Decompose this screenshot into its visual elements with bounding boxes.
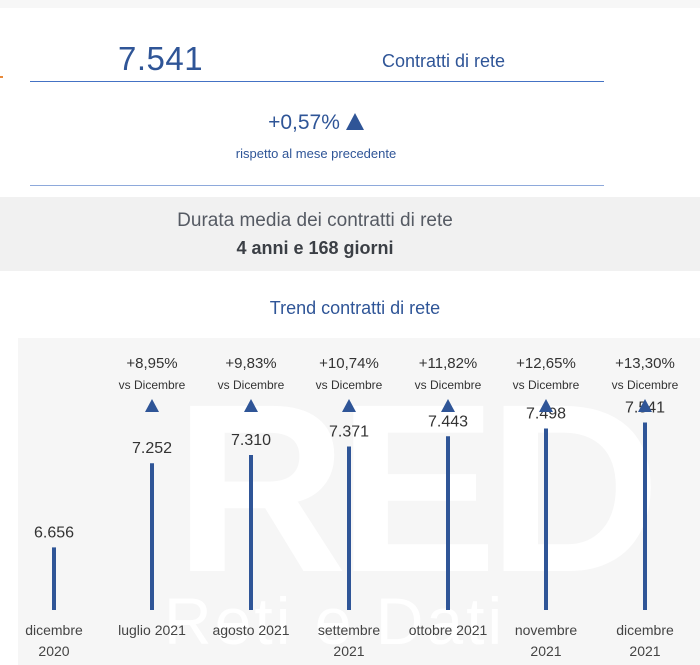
change-label-2: +9,83%	[225, 355, 276, 372]
up-triangle-icon-4	[441, 399, 455, 412]
up-triangle-icon-2	[244, 399, 258, 412]
x-tick-label-6: dicembre	[616, 622, 674, 638]
change-caption-4: vs Dicembre	[415, 378, 482, 392]
up-triangle-icon-3	[342, 399, 356, 412]
divider-top	[30, 81, 604, 82]
data-label-2: 7.310	[231, 432, 271, 449]
duration-label: Durata media dei contratti di rete	[177, 210, 453, 231]
change-caption-6: vs Dicembre	[612, 378, 679, 392]
change-label-6: +13,30%	[615, 355, 675, 372]
x-tick-label-1: luglio 2021	[118, 622, 186, 638]
kpi-delta: +0,57%	[0, 111, 632, 135]
duration-value: 4 anni e 168 giorni	[236, 238, 394, 258]
chart-title: Trend contratti di rete	[269, 298, 441, 318]
data-label-3: 7.371	[329, 423, 369, 440]
change-caption-5: vs Dicembre	[513, 378, 580, 392]
change-caption-3: vs Dicembre	[316, 378, 383, 392]
up-triangle-icon-1	[145, 399, 159, 412]
up-triangle-icon	[345, 113, 364, 130]
up-triangle-icon-6	[638, 399, 652, 412]
orange-accent-mark	[0, 76, 3, 78]
change-label-4: +11,82%	[419, 355, 478, 372]
change-caption-1: vs Dicembre	[119, 378, 186, 392]
kpi-delta-caption: rispetto al mese precedente	[235, 146, 397, 161]
x-tick-label-line2-0: 2020	[38, 643, 69, 659]
x-tick-label-5: novembre	[515, 622, 577, 638]
change-label-5: +12,65%	[516, 355, 576, 372]
x-tick-label-0: dicembre	[25, 622, 83, 638]
change-caption-2: vs Dicembre	[218, 378, 285, 392]
data-label-5: 7.498	[526, 406, 566, 423]
duration-band	[0, 197, 700, 271]
x-tick-label-line2-5: 2021	[530, 643, 561, 659]
x-tick-label-4: ottobre 2021	[409, 622, 488, 638]
top-strip	[0, 0, 700, 8]
watermark-text: Reti e Dati	[164, 584, 506, 658]
data-label-1: 7.252	[132, 440, 172, 457]
change-label-3: +10,74%	[319, 355, 379, 372]
change-label-1: +8,95%	[126, 355, 177, 372]
data-label-4: 7.443	[428, 413, 468, 430]
x-tick-label-line2-3: 2021	[333, 643, 364, 659]
up-triangle-icon-5	[539, 399, 553, 412]
kpi-label: Contratti di rete	[382, 51, 506, 71]
kpi-value: 7.541	[118, 40, 204, 77]
divider-bottom	[30, 185, 604, 186]
chart-panel: RED Reti e Dati	[18, 338, 700, 665]
x-tick-label-line2-6: 2021	[629, 643, 660, 659]
x-tick-label-2: agosto 2021	[212, 622, 289, 638]
kpi-delta-value: +0,57%	[268, 111, 340, 134]
x-tick-label-3: settembre	[318, 622, 380, 638]
data-label-0: 6.656	[34, 524, 74, 541]
